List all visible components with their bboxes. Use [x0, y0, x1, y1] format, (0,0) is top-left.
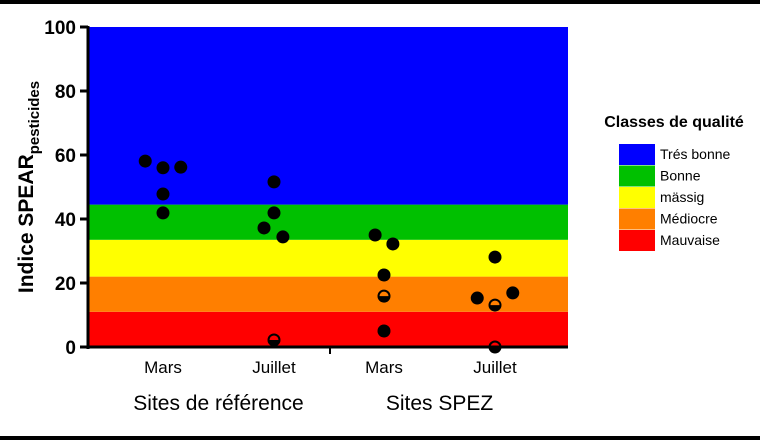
- legend-label: mässig: [660, 189, 704, 205]
- data-point: [377, 324, 391, 338]
- legend-label: Bonne: [660, 168, 701, 184]
- legend-swatch: [619, 144, 655, 165]
- band-2: [88, 239, 568, 277]
- y-tick-label: 100: [44, 18, 76, 39]
- data-point-overlap: [489, 347, 501, 353]
- data-point: [138, 154, 152, 168]
- y-tick-label: 0: [65, 338, 76, 359]
- band-0: [88, 311, 568, 347]
- band-1: [88, 276, 568, 312]
- data-point: [470, 291, 484, 305]
- group-label: Sites de référence: [133, 392, 303, 415]
- group-label: Sites SPEZ: [386, 392, 494, 415]
- data-point-overlap: [378, 296, 390, 302]
- legend-title: Classes de qualité: [604, 114, 744, 131]
- y-tick-label: 80: [55, 82, 76, 103]
- data-point: [506, 286, 520, 300]
- x-tick-label: Mars: [365, 358, 403, 377]
- legend-label: Médiocre: [660, 211, 718, 227]
- x-tick-label: Mars: [144, 358, 182, 377]
- data-point: [156, 206, 170, 220]
- data-point: [368, 228, 382, 242]
- data-point: [386, 237, 400, 251]
- y-axis-label: Indice SPEARpesticides: [15, 81, 43, 293]
- data-point: [156, 161, 170, 175]
- data-point: [267, 206, 281, 220]
- x-tick-label: Juillet: [252, 358, 296, 377]
- data-point: [267, 175, 281, 189]
- legend-label: Mauvaise: [660, 232, 720, 248]
- legend-swatch: [619, 230, 655, 251]
- y-tick-label: 40: [55, 210, 76, 231]
- data-point: [156, 187, 170, 201]
- data-point: [174, 160, 188, 174]
- data-point-overlap: [268, 339, 280, 346]
- y-axis-label-main: Indice SPEAR: [15, 154, 38, 293]
- data-point: [257, 221, 271, 235]
- legend-swatch: [619, 208, 655, 230]
- legend-swatch: [619, 187, 655, 208]
- top-border: [0, 0, 760, 4]
- y-tick-label: 60: [55, 146, 76, 167]
- data-point: [276, 230, 290, 244]
- legend-swatch: [619, 165, 655, 187]
- data-point: [488, 250, 502, 264]
- data-point: [377, 268, 391, 282]
- y-tick-label: 20: [55, 274, 76, 295]
- legend-label: Trés bonne: [660, 146, 731, 162]
- band-4: [88, 27, 568, 205]
- data-point-overlap: [489, 305, 501, 311]
- bottom-border: [0, 436, 760, 440]
- x-tick-label: Juillet: [473, 358, 517, 377]
- y-axis-label-sub: pesticides: [26, 81, 43, 154]
